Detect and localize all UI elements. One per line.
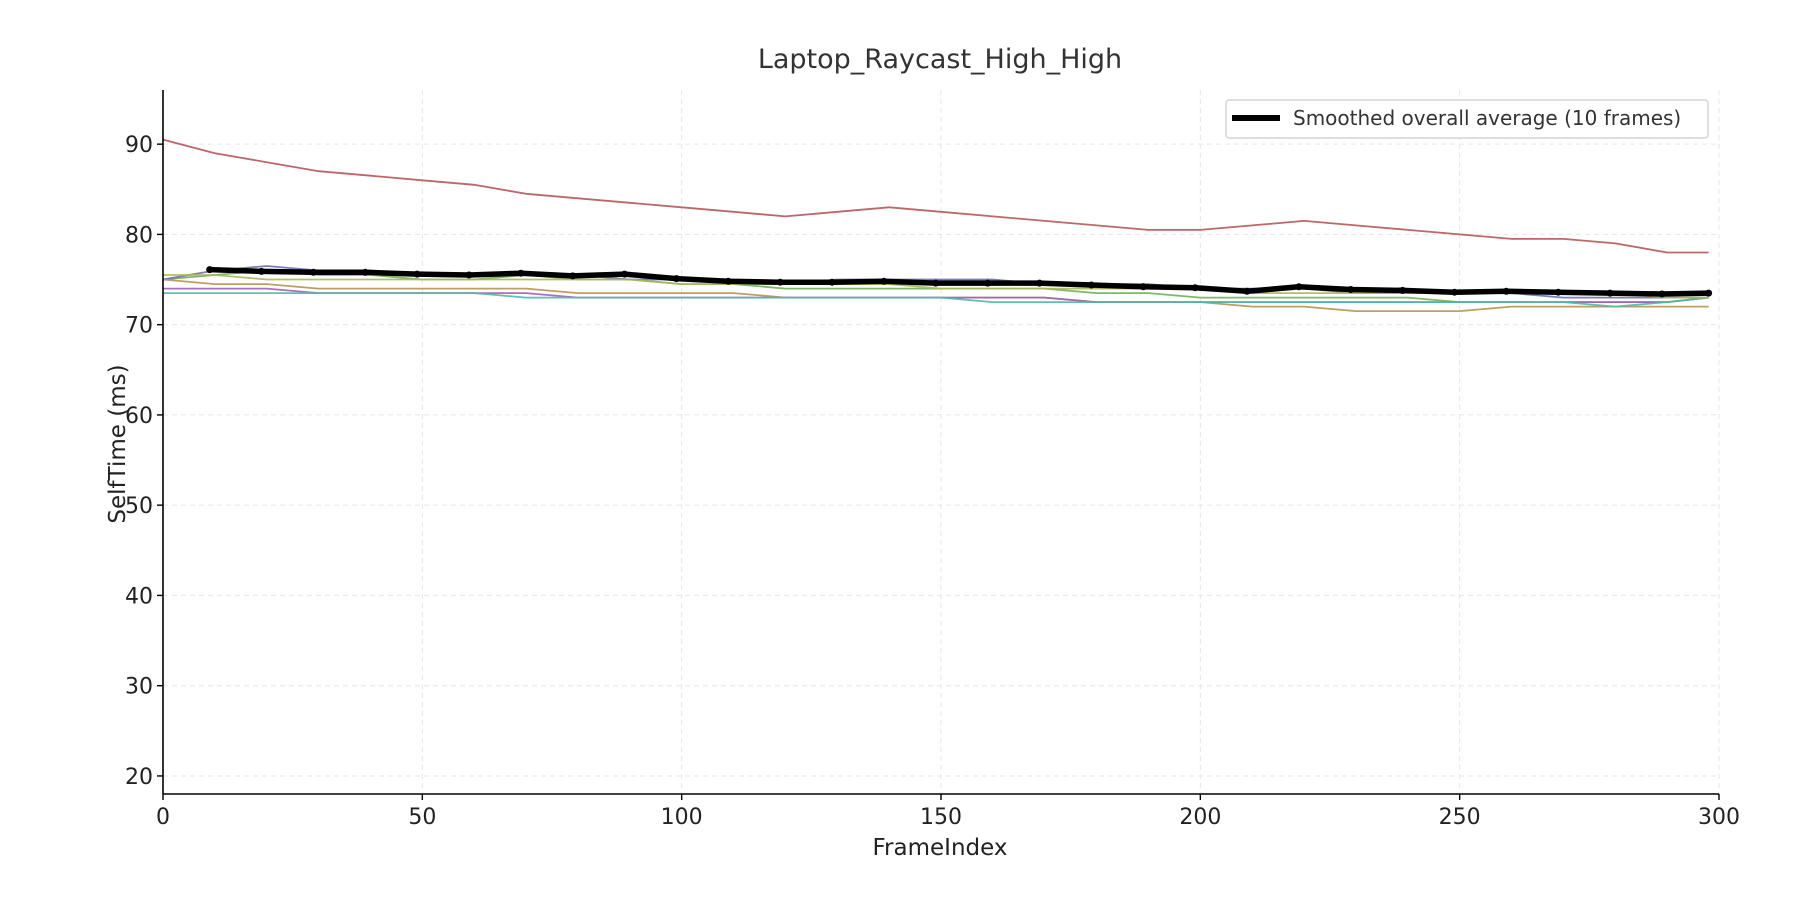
average-point bbox=[465, 271, 473, 279]
series-line-1 bbox=[162, 138, 1709, 254]
average-point bbox=[724, 277, 732, 285]
average-point bbox=[1658, 290, 1666, 298]
average-point bbox=[361, 268, 369, 276]
x-tick-label: 100 bbox=[661, 805, 703, 830]
x-tick-label: 200 bbox=[1179, 805, 1221, 830]
average-point bbox=[569, 272, 577, 280]
average-point bbox=[673, 275, 680, 283]
average-point bbox=[258, 267, 265, 275]
average-point bbox=[1243, 287, 1251, 295]
average-point bbox=[1451, 288, 1458, 296]
average-point bbox=[621, 270, 629, 278]
x-tick-label: 150 bbox=[920, 805, 962, 830]
average-point bbox=[1295, 283, 1303, 291]
x-tick-label: 50 bbox=[408, 805, 436, 830]
average-point bbox=[413, 270, 421, 278]
average-point bbox=[206, 266, 214, 274]
x-ticks: 0 50 100 150 200 250 300 bbox=[156, 794, 1740, 830]
average-point bbox=[1606, 289, 1614, 297]
y-tick-label: 40 bbox=[125, 584, 153, 609]
y-axis-title: SelfTime (ms) bbox=[105, 364, 131, 523]
grid bbox=[162, 90, 1720, 794]
y-tick-label: 80 bbox=[125, 223, 153, 248]
y-tick-label: 50 bbox=[125, 494, 153, 519]
average-point bbox=[880, 277, 888, 285]
y-ticks: 20 30 40 50 60 70 80 90 bbox=[125, 133, 163, 790]
average-point bbox=[984, 279, 992, 287]
average-series bbox=[206, 266, 1713, 298]
y-tick-label: 70 bbox=[125, 314, 153, 339]
average-point bbox=[932, 279, 940, 287]
average-point bbox=[1502, 287, 1510, 295]
average-point bbox=[776, 278, 784, 286]
average-point bbox=[517, 269, 525, 277]
legend-box bbox=[1225, 99, 1709, 139]
x-tick-label: 250 bbox=[1439, 805, 1481, 830]
average-point bbox=[828, 278, 836, 286]
average-point bbox=[1554, 288, 1562, 296]
chart-title: Laptop_Raycast_High_High bbox=[758, 44, 1122, 75]
series-lines bbox=[162, 138, 1709, 313]
average-point bbox=[1036, 279, 1043, 287]
x-tick-label: 300 bbox=[1698, 805, 1740, 830]
average-point bbox=[1139, 283, 1147, 291]
x-tick-label: 0 bbox=[156, 805, 170, 830]
y-tick-label: 90 bbox=[125, 133, 153, 158]
average-line bbox=[209, 266, 1709, 297]
average-point bbox=[1087, 281, 1095, 289]
average-point bbox=[1705, 289, 1713, 297]
average-point bbox=[309, 268, 317, 276]
average-point bbox=[1347, 286, 1355, 293]
average-point bbox=[1191, 284, 1199, 292]
legend: Smoothed overall average (10 frames) bbox=[1225, 99, 1709, 139]
legend-label-average: Smoothed overall average (10 frames) bbox=[1293, 106, 1681, 130]
series-line-6 bbox=[163, 292, 1709, 308]
x-axis-title: FrameIndex bbox=[873, 835, 1008, 861]
average-point bbox=[1399, 286, 1407, 294]
y-tick-label: 30 bbox=[125, 675, 153, 700]
y-tick-label: 60 bbox=[125, 404, 153, 429]
y-tick-label: 20 bbox=[125, 765, 153, 790]
